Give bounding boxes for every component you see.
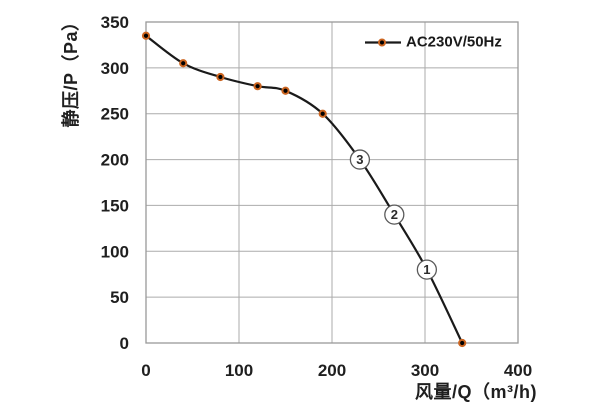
annotation-label: 2 — [391, 207, 398, 222]
annotation-label: 1 — [423, 262, 430, 277]
x-tick-label: 100 — [225, 361, 253, 380]
y-tick-label: 0 — [120, 334, 129, 353]
data-point-marker — [253, 82, 262, 91]
x-tick-label: 400 — [504, 361, 532, 380]
legend-label: AC230V/50Hz — [406, 33, 502, 51]
legend-marker-dot — [378, 38, 386, 46]
y-tick-label: 250 — [101, 105, 129, 124]
y-tick-label: 300 — [101, 59, 129, 78]
data-point-marker — [281, 86, 290, 95]
plot-frame — [145, 21, 519, 344]
annotation-circle — [384, 204, 405, 225]
annotation-label: 3 — [356, 152, 363, 167]
x-tick-label: 0 — [141, 361, 150, 380]
x-tick-label: 200 — [318, 361, 346, 380]
data-point-marker — [141, 31, 151, 40]
y-axis-title: 静压/P（Pa） — [61, 12, 81, 128]
y-tick-label: 100 — [101, 242, 129, 261]
data-point-marker — [179, 59, 188, 68]
y-tick-label: 200 — [101, 151, 129, 170]
data-point-marker — [318, 109, 327, 118]
annotation-circle — [349, 149, 371, 170]
y-tick-label: 150 — [101, 196, 129, 215]
annotation-circle — [416, 259, 438, 280]
x-tick-label: 300 — [411, 361, 439, 380]
y-tick-label: 350 — [101, 13, 129, 32]
legend: AC230V/50Hz — [364, 34, 502, 51]
data-point-marker — [216, 72, 225, 82]
data-point-marker — [458, 338, 467, 348]
legend-line-marker-icon — [365, 38, 401, 46]
y-tick-label: 50 — [110, 288, 129, 307]
x-axis-title: 风量/Q（m³/h) — [415, 382, 537, 402]
series-line — [144, 34, 464, 345]
